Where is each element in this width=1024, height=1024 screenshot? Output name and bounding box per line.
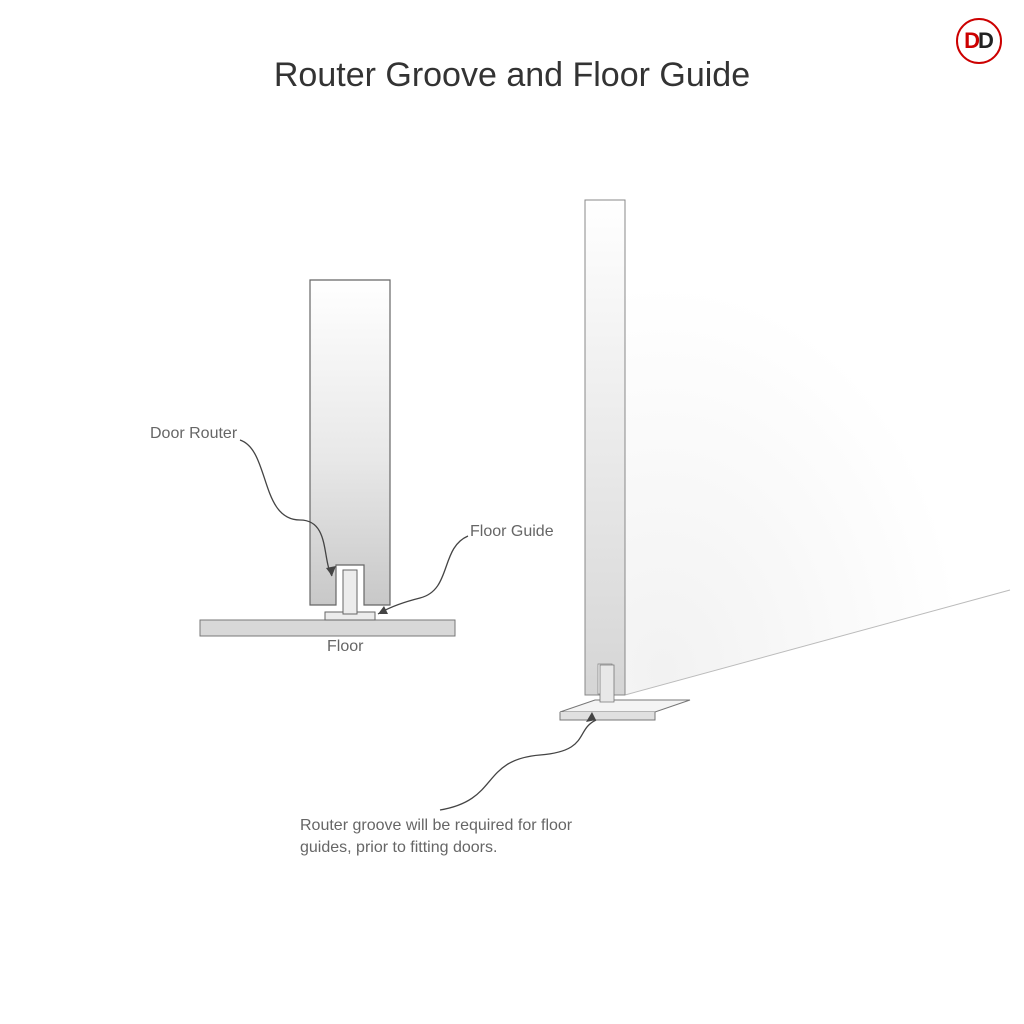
brand-logo: D D [956, 18, 1002, 64]
label-floor: Floor [327, 638, 363, 656]
right-perspective [440, 200, 1010, 810]
left-cross-section [200, 280, 468, 636]
page-title: Router Groove and Floor Guide [0, 56, 1024, 95]
logo-letter-2: D [978, 28, 994, 54]
note-router-groove: Router groove will be required for floor… [300, 815, 580, 860]
diagram-canvas [0, 0, 1024, 1024]
label-floor-guide: Floor Guide [470, 523, 554, 541]
label-door-router: Door Router [150, 425, 237, 443]
